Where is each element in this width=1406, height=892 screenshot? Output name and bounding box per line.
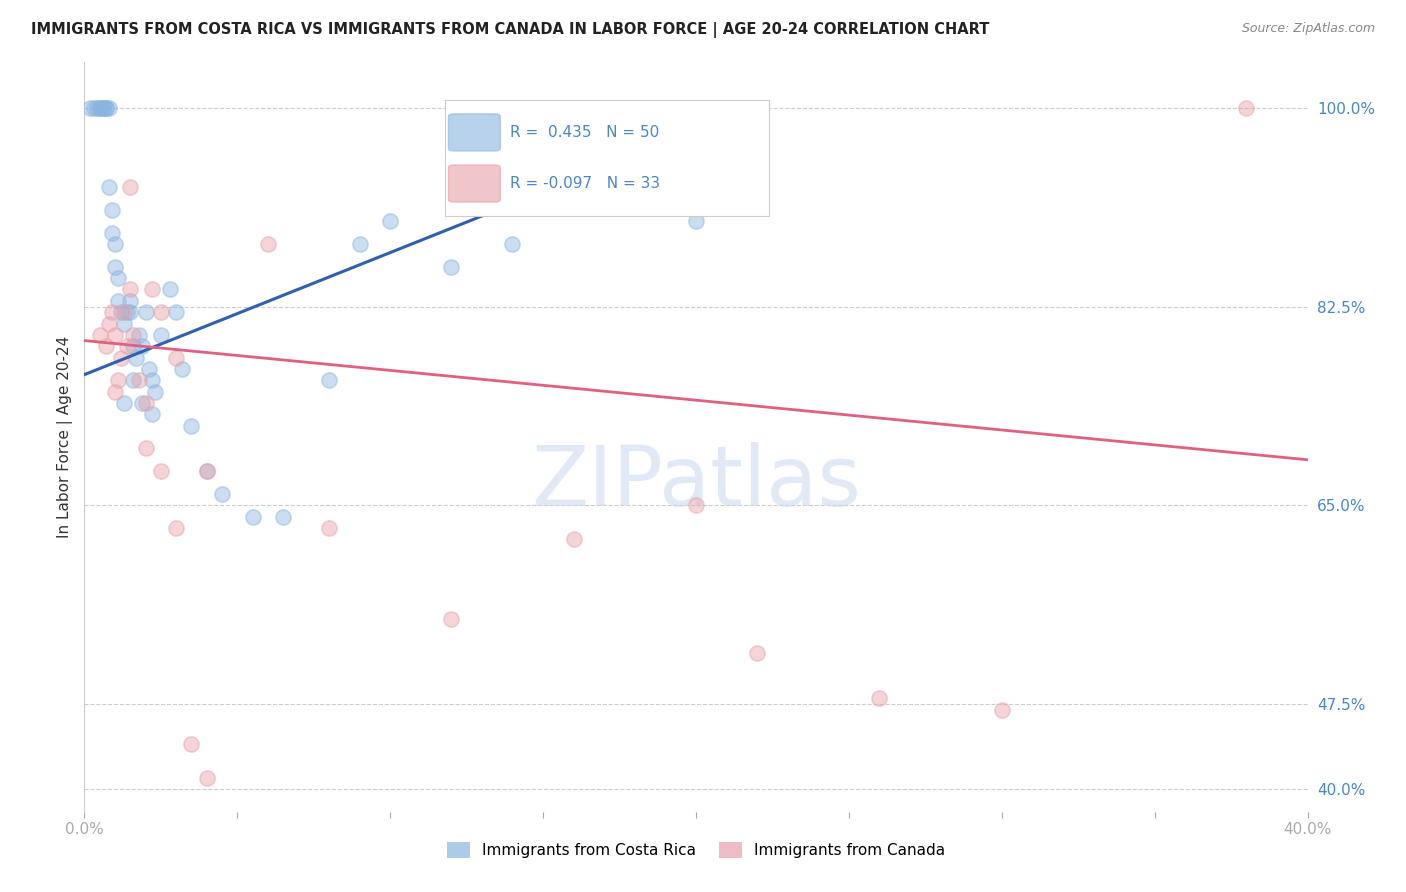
Point <box>104 237 127 252</box>
Point <box>120 180 142 194</box>
Point <box>94 101 117 115</box>
Point <box>562 533 585 547</box>
Point <box>107 373 129 387</box>
Point <box>91 101 114 115</box>
Point <box>131 396 153 410</box>
Point <box>122 373 145 387</box>
Point <box>101 226 124 240</box>
Point <box>257 237 280 252</box>
Point <box>138 362 160 376</box>
Point <box>110 305 132 319</box>
Point <box>242 509 264 524</box>
Point <box>869 691 891 706</box>
Point <box>149 327 172 342</box>
Point <box>143 384 166 399</box>
Point <box>195 771 218 785</box>
Point <box>112 317 135 331</box>
Point <box>195 464 218 478</box>
Point <box>107 293 129 308</box>
Point <box>141 283 163 297</box>
Point <box>502 237 524 252</box>
Point <box>349 237 371 252</box>
Point <box>149 305 172 319</box>
Point <box>211 487 233 501</box>
Point <box>97 180 120 194</box>
Point <box>94 101 117 115</box>
Point <box>135 396 157 410</box>
Point <box>318 521 340 535</box>
Point <box>89 101 111 115</box>
Point <box>180 737 202 751</box>
Point <box>110 351 132 365</box>
Point <box>159 283 181 297</box>
Point <box>97 101 120 115</box>
Point <box>149 464 172 478</box>
Point <box>135 305 157 319</box>
Point <box>101 202 124 217</box>
Point <box>120 305 142 319</box>
Point <box>91 101 114 115</box>
Point <box>120 283 142 297</box>
Point <box>180 418 202 433</box>
Point <box>128 327 150 342</box>
Point <box>86 101 108 115</box>
Point <box>271 509 294 524</box>
Point <box>115 339 138 353</box>
Point <box>97 317 120 331</box>
Point <box>318 373 340 387</box>
Text: ZIPatlas: ZIPatlas <box>531 442 860 523</box>
Point <box>991 702 1014 716</box>
Y-axis label: In Labor Force | Age 20-24: In Labor Force | Age 20-24 <box>58 336 73 538</box>
Point <box>440 612 463 626</box>
Point <box>79 101 101 115</box>
Point <box>112 396 135 410</box>
Point <box>685 214 707 228</box>
Point <box>141 408 163 422</box>
Point <box>685 498 707 512</box>
Point <box>1236 101 1258 115</box>
Text: Source: ZipAtlas.com: Source: ZipAtlas.com <box>1241 22 1375 36</box>
Point <box>562 169 585 183</box>
Point <box>172 362 194 376</box>
Point <box>195 464 218 478</box>
Point <box>83 101 105 115</box>
Point <box>120 293 142 308</box>
Point <box>125 351 148 365</box>
Point <box>747 646 769 660</box>
Point <box>380 214 402 228</box>
Point <box>104 384 127 399</box>
Point <box>107 271 129 285</box>
Point <box>122 339 145 353</box>
Point <box>165 305 187 319</box>
Point <box>165 521 187 535</box>
Point <box>115 305 138 319</box>
Point <box>128 373 150 387</box>
Point <box>94 339 117 353</box>
Point <box>104 327 127 342</box>
Point <box>89 101 111 115</box>
Point <box>89 327 111 342</box>
Text: IMMIGRANTS FROM COSTA RICA VS IMMIGRANTS FROM CANADA IN LABOR FORCE | AGE 20-24 : IMMIGRANTS FROM COSTA RICA VS IMMIGRANTS… <box>31 22 990 38</box>
Point <box>165 351 187 365</box>
Point <box>101 305 124 319</box>
Point <box>141 373 163 387</box>
Legend: Immigrants from Costa Rica, Immigrants from Canada: Immigrants from Costa Rica, Immigrants f… <box>440 836 952 864</box>
Point <box>135 442 157 456</box>
Point <box>440 260 463 274</box>
Point <box>112 305 135 319</box>
Point <box>131 339 153 353</box>
Point <box>122 327 145 342</box>
Point <box>104 260 127 274</box>
